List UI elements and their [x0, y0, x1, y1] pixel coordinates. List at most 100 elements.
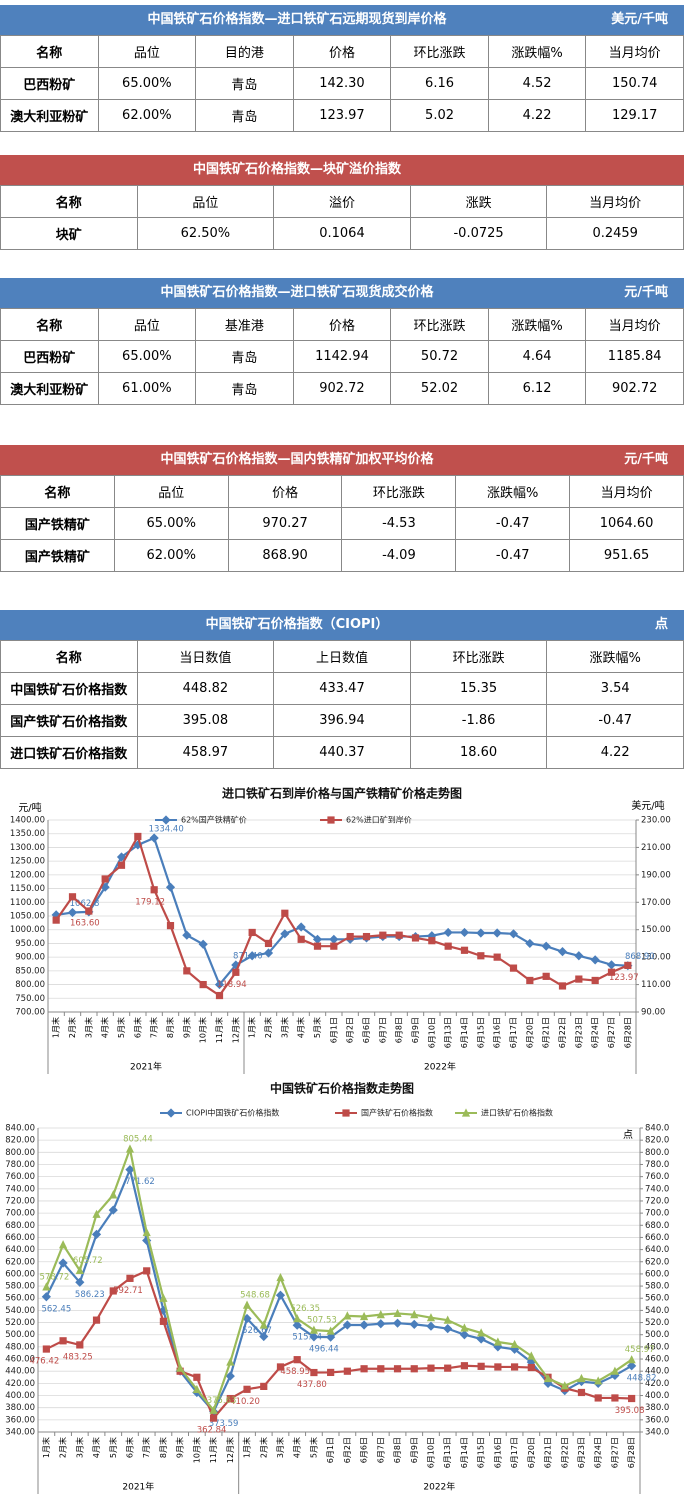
- marker: [460, 1323, 469, 1332]
- x-tick-label: 11月末: [208, 1437, 218, 1463]
- marker: [310, 1368, 318, 1377]
- marker: [558, 982, 567, 990]
- y-tick-label: 560.00: [5, 1294, 35, 1304]
- x-tick-label: 6月末: [132, 1017, 142, 1038]
- chart-title: 中国铁矿石价格指数走势图: [270, 1081, 414, 1096]
- marker: [577, 1388, 586, 1397]
- data-cell: 1142.94: [292, 340, 392, 373]
- value-label: 483.25: [63, 1352, 93, 1362]
- marker: [215, 991, 224, 1000]
- data-cell: 951.65: [569, 539, 684, 572]
- data-cell: 国产铁精矿: [0, 539, 115, 572]
- y-tick-label: 520.00: [5, 1318, 35, 1328]
- data-cell: 块矿: [0, 217, 138, 250]
- value-label: 1062.8: [70, 899, 100, 909]
- table-title-bar: 中国铁矿石价格指数—块矿溢价指数: [0, 155, 684, 185]
- marker: [159, 1293, 168, 1302]
- data-cell: 4.52: [487, 67, 587, 100]
- data-cell: 65.00%: [97, 340, 197, 373]
- marker: [543, 1373, 553, 1383]
- data-cell: 902.72: [585, 372, 684, 405]
- data-row: 国产铁精矿 62.00% 868.90 -4.09 -0.47 951.65: [0, 539, 684, 572]
- marker: [92, 1209, 101, 1218]
- table-title-bar: 中国铁矿石价格指数—国内铁精矿加权平均价格 元/千吨: [0, 445, 684, 475]
- marker: [610, 1366, 620, 1375]
- y2-tick-label: 440.0: [645, 1367, 669, 1377]
- x-tick-label: 2月末: [67, 1017, 77, 1038]
- data-cell: 433.47: [273, 672, 411, 705]
- table-unit: 元/千吨: [624, 452, 668, 467]
- x-tick-label: 12月末: [225, 1437, 235, 1463]
- marker: [494, 1363, 502, 1371]
- marker: [510, 1339, 519, 1349]
- data-cell: 1064.60: [569, 507, 684, 540]
- marker: [560, 1381, 569, 1390]
- marker: [346, 932, 354, 941]
- legend-label: 62%进口矿到岸价: [346, 815, 412, 825]
- legend-label: 进口铁矿石价格指数: [481, 1108, 553, 1118]
- marker: [330, 942, 338, 950]
- data-cell: 458.97: [136, 736, 275, 769]
- x-tick-label: 6月22日: [558, 1017, 567, 1048]
- y2-tick-label: 600.0: [645, 1269, 669, 1279]
- marker: [343, 1367, 351, 1375]
- x-tick-label: 2月末: [263, 1017, 273, 1038]
- marker: [101, 875, 109, 883]
- x-tick-label: 6月24日: [591, 1017, 600, 1048]
- header-cell: 环比涨跌: [390, 308, 489, 341]
- y-tick-label: 380.00: [5, 1403, 35, 1413]
- data-cell: 18.60: [409, 736, 548, 769]
- table-title-bar: 中国铁矿石价格指数（CIOPI） 点: [0, 610, 684, 640]
- y2-tick-label: 110.00: [641, 980, 671, 990]
- marker: [134, 832, 142, 841]
- data-row: 国产铁矿石价格指数 395.08 396.94 -1.86 -0.47: [0, 704, 684, 737]
- marker: [427, 1364, 435, 1372]
- header-cell: 环比涨跌: [341, 475, 457, 508]
- table-title: 中国铁矿石价格指数—块矿溢价指数: [192, 162, 401, 177]
- marker: [459, 1330, 470, 1340]
- marker: [443, 1324, 453, 1334]
- marker: [444, 1364, 452, 1372]
- value-label: 458.97: [625, 1345, 655, 1355]
- marker: [327, 1368, 335, 1377]
- header-row: 名称 品位 目的港 价格 环比涨跌 涨跌幅% 当月均价: [0, 35, 684, 68]
- header-cell: 价格: [227, 475, 343, 508]
- y2-tick-label: 740.0: [645, 1184, 669, 1194]
- marker: [165, 882, 176, 892]
- y2-tick-label: 680.0: [645, 1221, 669, 1231]
- y2-tick-label: 820.0: [645, 1136, 669, 1146]
- data-row: 中国铁矿石价格指数 448.82 433.47 15.35 3.54: [0, 672, 684, 705]
- x-tick-label: 1月末: [41, 1437, 51, 1458]
- marker: [276, 1363, 285, 1371]
- x-tick-label: 6月6日: [362, 1017, 371, 1043]
- y-tick-label: 850.00: [15, 966, 45, 976]
- marker: [263, 948, 274, 958]
- y2-tick-label: 420.0: [645, 1379, 669, 1389]
- marker: [510, 1363, 519, 1371]
- value-label: 548.68: [240, 1291, 270, 1301]
- marker: [309, 1325, 319, 1334]
- y2-tick-label: 560.0: [645, 1294, 669, 1304]
- marker: [108, 1205, 118, 1215]
- x-tick-label: 7月末: [141, 1437, 151, 1458]
- data-cell: 395.08: [136, 704, 275, 737]
- marker: [276, 1272, 285, 1282]
- header-cell: 环比涨跌: [409, 640, 548, 673]
- y2-tick-label: 540.0: [645, 1306, 669, 1316]
- y2-tick-label: 840.0: [645, 1124, 669, 1134]
- marker: [92, 1316, 101, 1324]
- table: 名称 品位 价格 环比涨跌 涨跌幅% 当月均价 国产铁精矿 65.00% 970.27 -4.53…: [0, 475, 684, 572]
- x-tick-label: 6月2日: [343, 1437, 352, 1463]
- header-cell: 名称: [0, 308, 99, 341]
- table-title-bar: 中国铁矿石价格指数—进口铁矿石远期现货到岸价格 美元/千吨: [0, 5, 684, 35]
- chart-title: 进口铁矿石到岸价格与国产铁精矿价格走势图: [222, 786, 462, 801]
- y-tick-label: 680.00: [5, 1221, 35, 1231]
- marker: [610, 1370, 620, 1381]
- y-tick-label: 1050.00: [10, 912, 45, 922]
- x-tick-label: 9月末: [175, 1437, 185, 1458]
- marker: [477, 1362, 485, 1370]
- y2-tick-label: 340.0: [645, 1428, 669, 1438]
- marker: [150, 886, 158, 894]
- x-tick-label: 6月6日: [360, 1437, 369, 1463]
- y-tick-label: 840.00: [5, 1124, 35, 1134]
